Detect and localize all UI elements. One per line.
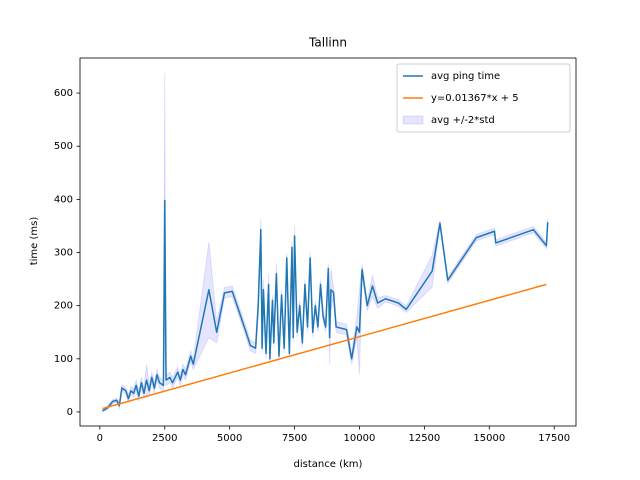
y-tick-label: 0 [67,407,73,418]
x-tick-label: 5000 [217,433,242,444]
y-tick-label: 200 [54,301,73,312]
series-line [102,199,549,412]
x-tick-label: 17500 [538,433,570,444]
legend-box [396,63,571,133]
x-tick-label: 0 [97,433,103,444]
x-tick-label: 10000 [344,433,376,444]
series-line [102,283,547,410]
y-tick-label: 500 [54,141,73,152]
y-tick-label: 600 [54,88,73,99]
y-tick-label: 400 [54,194,73,205]
x-axis-label: distance (km) [294,459,363,470]
y-axis-label: time (ms) [29,217,40,266]
x-tick-label: 2500 [152,433,177,444]
axes-frame [79,57,577,427]
legend-label: avg ping time [431,71,500,82]
legend-label: y=0.01367*x + 5 [431,93,519,104]
legend-swatch [402,115,424,125]
x-tick-label: 7500 [282,433,307,444]
legend-label: avg +/-2*std [431,115,495,126]
plot-area [101,72,549,413]
y-tick-label: 100 [54,354,73,365]
y-tick-label: 300 [54,248,73,259]
x-tick-label: 12500 [408,433,440,444]
x-tick-label: 15000 [473,433,505,444]
chart-title: Tallinn [308,36,347,50]
